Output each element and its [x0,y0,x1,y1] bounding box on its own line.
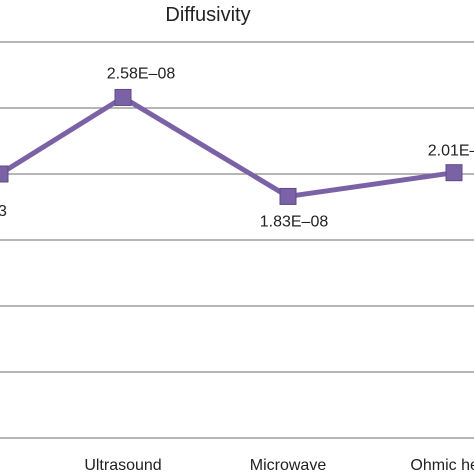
data-point-marker [445,164,463,182]
series-line-path [0,94,457,199]
data-point-marker [114,88,132,106]
data-point-marker [279,187,297,205]
data-label: 2.58E–08 [107,65,176,82]
data-labels: 2.58E–08 1.83E–08 2.01E–08 3 [0,65,474,230]
x-tick-label: Microwave [250,457,327,474]
x-tick-label: Ohmic heating [410,457,474,474]
data-label: 3 [0,203,7,220]
chart-title: Diffusivity [165,4,250,26]
x-tick-label: Ultrasound [84,457,161,474]
data-label: 2.01E–08 [428,143,474,160]
x-axis-tick-labels: Ultrasound Microwave Ohmic heating [84,457,474,474]
data-point-marker [0,165,9,183]
series-line [0,94,457,199]
data-markers [0,88,463,205]
gridlines [0,41,474,439]
data-label: 1.83E–08 [260,213,329,230]
